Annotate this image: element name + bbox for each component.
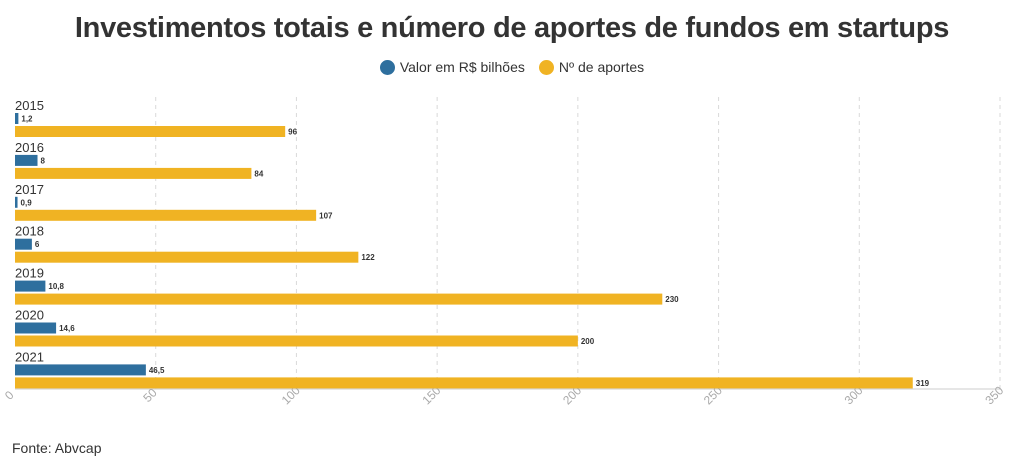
legend-swatch-valor: [379, 59, 395, 75]
source-note: Fonte: Abvcap: [12, 440, 102, 456]
category-label-2017: 2017: [15, 182, 44, 197]
category-label-2018: 2018: [15, 224, 44, 239]
data-label-aportes-2020: 200: [581, 337, 595, 346]
legend-label-valor: Valor em R$ bilhões: [399, 59, 525, 75]
bar-valor-2021: [15, 364, 146, 376]
bar-aportes-2021: [15, 377, 913, 389]
bar-aportes-2015: [15, 126, 286, 137]
bar-aportes-2018: [15, 251, 359, 263]
bar-valor-2019: [15, 280, 46, 292]
data-label-valor-2018: 6: [35, 240, 40, 249]
bar-valor-2020: [15, 322, 57, 334]
bar-chart: 0 50 100 150 200 250 300 35020151,2962016884201…: [2, 97, 1007, 407]
bar-valor-2018: [15, 238, 32, 250]
bar-aportes-2020: [15, 335, 578, 347]
category-label-2019: 2019: [15, 266, 44, 281]
bar-aportes-2017: [15, 209, 317, 221]
x-tick-label-0: 0: [2, 388, 17, 403]
legend-item-valor[interactable]: Valor em R$ bilhões: [379, 59, 525, 75]
legend-item-aportes[interactable]: Nº de aportes: [538, 59, 645, 75]
legend-swatch-aportes: [538, 59, 554, 75]
chart-title: Investimentos totais e número de aportes…: [74, 12, 950, 44]
bar-valor-2017: [15, 196, 18, 208]
data-label-valor-2021: 46,5: [149, 366, 165, 375]
data-label-aportes-2021: 319: [916, 379, 930, 388]
data-label-valor-2020: 14,6: [59, 324, 75, 333]
data-label-valor-2015: 1,2: [21, 115, 33, 124]
category-label-2015: 2015: [15, 98, 44, 113]
data-label-valor-2019: 10,8: [48, 282, 64, 291]
data-label-aportes-2018: 122: [361, 253, 375, 262]
bar-aportes-2019: [15, 293, 663, 305]
legend: Valor em R$ bilhões Nº de aportes: [0, 59, 1024, 75]
data-label-valor-2017: 0,9: [21, 198, 33, 207]
bar-valor-2015: [15, 113, 19, 124]
bar-valor-2016: [15, 154, 38, 166]
category-label-2021: 2021: [15, 349, 44, 364]
data-label-valor-2016: 8: [41, 156, 46, 165]
legend-label-aportes: Nº de aportes: [558, 59, 645, 75]
data-label-aportes-2019: 230: [665, 295, 679, 304]
x-tick-label-350: 350: [982, 383, 1006, 407]
data-label-aportes-2016: 84: [254, 169, 263, 178]
data-label-aportes-2015: 96: [288, 128, 297, 137]
category-label-2020: 2020: [15, 308, 44, 323]
bar-aportes-2016: [15, 167, 252, 179]
data-label-aportes-2017: 107: [319, 211, 333, 220]
category-label-2016: 2016: [15, 140, 44, 155]
